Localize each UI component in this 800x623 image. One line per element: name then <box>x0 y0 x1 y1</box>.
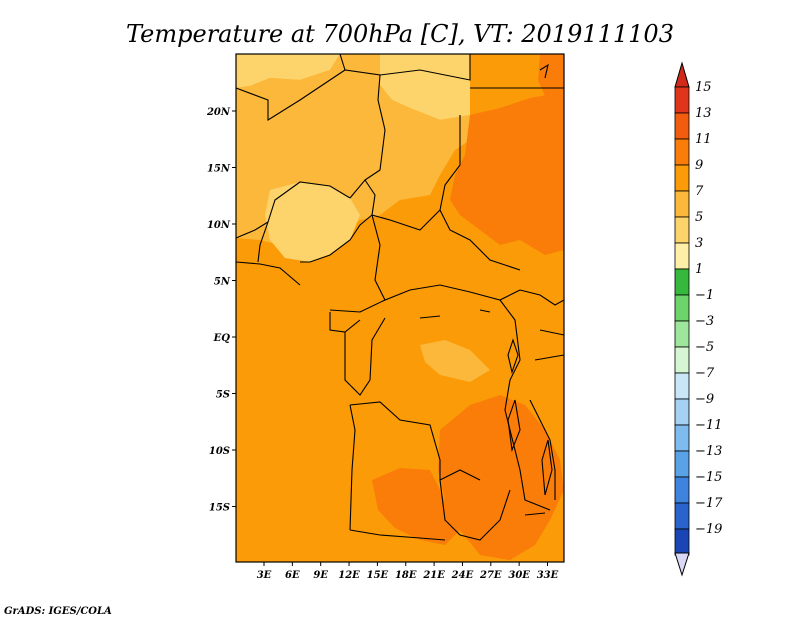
temp-region-congo-light <box>420 340 490 382</box>
colorbar-label: 13 <box>695 106 712 121</box>
temp-region-south-hot-west <box>372 468 460 545</box>
colorbar-over-triangle <box>674 61 690 88</box>
colorbar-swatch <box>674 294 690 322</box>
colorbar-label: −1 <box>695 288 714 303</box>
lon-label: 6E <box>285 570 300 581</box>
colorbar-label: 15 <box>695 80 712 95</box>
colorbar-swatch <box>674 138 690 166</box>
colorbar-under-triangle <box>674 552 690 577</box>
colorbar-swatch <box>674 476 690 504</box>
colorbar-swatch <box>674 242 690 270</box>
temp-region-sudan-hot <box>450 92 564 255</box>
latitude-axis: 20N 15N 10N 5N EQ 5S 10S 15S <box>206 107 236 514</box>
colorbar-swatch <box>674 190 690 218</box>
colorbar-swatch <box>674 372 690 400</box>
colorbar-label: −9 <box>695 392 714 407</box>
colorbar-label: 7 <box>695 184 704 199</box>
colorbar-label: 5 <box>695 210 703 225</box>
colorbar-label: −13 <box>695 444 722 459</box>
colorbar-swatch <box>674 502 690 530</box>
temperature-fields <box>236 54 564 560</box>
colorbar-label: −15 <box>695 470 722 485</box>
colorbar-swatch <box>674 398 690 426</box>
map-panel: 20N 15N 10N 5N EQ 5S 10S 15S 3E 6E 9E 12E 15E 18E 21E… <box>206 53 565 581</box>
lat-label: 5S <box>216 390 230 401</box>
lon-label: 12E <box>338 570 360 581</box>
temp-region-north-light <box>380 54 470 120</box>
colorbar-swatch <box>674 164 690 192</box>
lon-label: 15E <box>367 570 389 581</box>
colorbar-swatch <box>674 86 690 114</box>
colorbar-label: 3 <box>695 236 703 251</box>
colorbar-label: −17 <box>695 496 723 511</box>
credit-text: GrADS: IGES/COLA <box>4 606 112 617</box>
map-frame <box>235 53 565 563</box>
colorbar-swatch <box>674 320 690 348</box>
lat-label: 10S <box>209 446 230 457</box>
lon-label: 30E <box>508 570 530 581</box>
temp-region-egypt-corner <box>538 54 564 96</box>
longitude-axis: 3E 6E 9E 12E 15E 18E 21E 24E 27E 30E 33E <box>257 562 559 581</box>
colorbar-swatch <box>674 216 690 244</box>
lat-label: 10N <box>207 220 231 231</box>
lon-label: 24E <box>451 570 474 581</box>
lat-label: EQ <box>213 333 231 344</box>
colorbar-swatch <box>674 528 690 556</box>
colorbar-swatch <box>674 424 690 452</box>
colorbar-swatch <box>674 346 690 374</box>
colorbar-swatch <box>674 112 690 140</box>
lon-label: 3E <box>257 570 272 581</box>
lon-label: 33E <box>537 570 559 581</box>
colorbar-label: 11 <box>695 132 712 147</box>
temp-region-nigeria <box>265 182 360 262</box>
colorbar-label: −7 <box>695 366 715 381</box>
lat-label: 15N <box>207 164 231 175</box>
lat-label: 20N <box>206 107 231 118</box>
lon-label: 9E <box>313 570 328 581</box>
lat-label: 15S <box>209 503 230 514</box>
colorbar-label: −11 <box>695 418 722 433</box>
lon-label: 21E <box>422 570 445 581</box>
colorbar-swatch <box>674 268 690 296</box>
figure-title: Temperature at 700hPa [C], VT: 201911110… <box>126 20 674 48</box>
lon-label: 18E <box>395 570 417 581</box>
colorbar: 15 13 11 9 7 5 3 1 −1 −3 −5 −7 −9 −11 −13 −15 −17 −19 <box>674 61 723 577</box>
lat-label: 5N <box>214 277 231 288</box>
temp-region-northeast-light <box>236 54 340 88</box>
colorbar-swatch <box>674 450 690 478</box>
colorbar-label: −3 <box>695 314 714 329</box>
lon-label: 27E <box>479 570 502 581</box>
temp-region-south-hot-east <box>438 395 564 560</box>
colorbar-label: −5 <box>695 340 714 355</box>
colorbar-label: 1 <box>695 262 703 277</box>
country-borders <box>235 53 565 541</box>
colorbar-label: −19 <box>695 522 722 537</box>
colorbar-label: 9 <box>695 158 703 173</box>
